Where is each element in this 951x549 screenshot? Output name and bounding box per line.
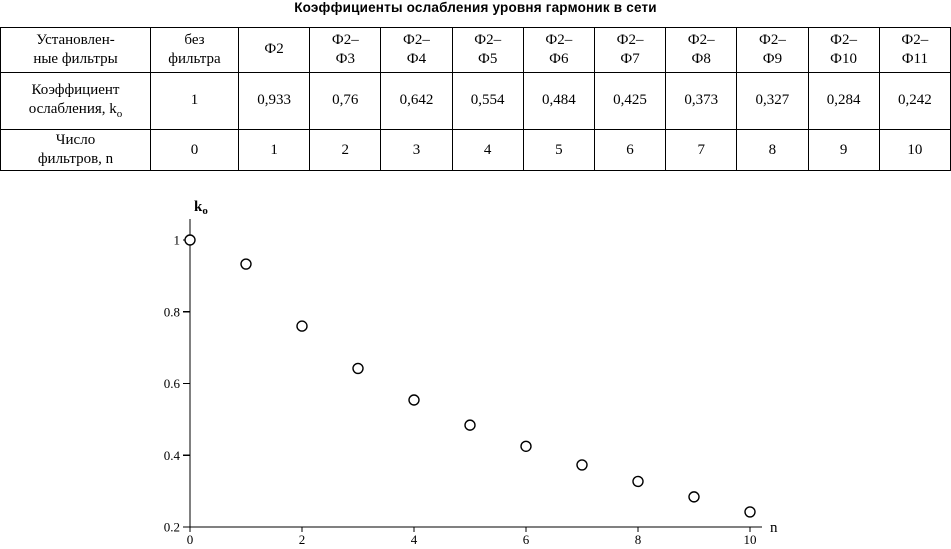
table-cell: 2 (309, 128, 382, 172)
table-cell: 1 (237, 128, 311, 172)
harmonics-table-body: Установлен- ные фильтры без фильтра Ф2 Ф2– … (0, 27, 951, 172)
table-row: Число фильтров, n 0 1 2 3 4 5 6 7 8 9 10 (0, 128, 951, 172)
data-point (576, 459, 588, 471)
table-header-cell: Ф2– Ф9 (736, 27, 809, 73)
data-point (520, 440, 532, 452)
data-point (688, 491, 700, 503)
table-cell: 0 (150, 128, 239, 172)
table-header-cell: Ф2– Ф10 (807, 27, 880, 73)
table-header-cell: Ф2– Ф8 (665, 27, 738, 73)
x-tick-label: 6 (523, 532, 530, 547)
table-header-cell: Ф2– Ф7 (593, 27, 667, 73)
table-cell: 3 (380, 128, 453, 172)
table-cell: 8 (736, 128, 809, 172)
x-tick-label: 10 (744, 532, 757, 547)
y-tick-label: 0.2 (164, 520, 180, 535)
data-point (408, 394, 420, 406)
x-tick-label: 2 (299, 532, 306, 547)
x-tick-label: 8 (635, 532, 642, 547)
table-cell: 0,642 (380, 72, 453, 130)
table-row-label: Коэффициент ослабления, kо (0, 72, 151, 130)
harmonics-table: Установлен- ные фильтры без фильтра Ф2 Ф2– … (0, 27, 951, 172)
table-header-cell: Ф2– Ф11 (878, 27, 951, 73)
table-cell: 0,484 (522, 72, 595, 130)
data-point (184, 234, 196, 246)
y-tick-label: 0.8 (164, 304, 180, 319)
x-tick-label: 0 (187, 532, 194, 547)
row-label-text: Коэффициент ослабления, k (28, 81, 120, 118)
y-axis-title: kо (194, 199, 208, 217)
table-cell: 0,284 (807, 72, 880, 130)
table-cell: 6 (593, 128, 667, 172)
table-corner-header-cell: Установлен- ные фильтры (0, 27, 151, 73)
table-cell: 0,425 (593, 72, 667, 130)
table-cell: 0,554 (451, 72, 524, 130)
y-tick-label: 0.6 (164, 376, 181, 391)
table-header-cell: Ф2– Ф4 (380, 27, 453, 73)
table-header-cell: Ф2– Ф6 (522, 27, 595, 73)
table-row-label: Число фильтров, n (0, 128, 151, 172)
y-tick-label: 0.4 (164, 448, 181, 463)
document-title: Коэффициенты ослабления уровня гармоник … (294, 0, 657, 15)
table-header-cell: Ф2– Ф3 (309, 27, 382, 73)
table-cell: 0,76 (309, 72, 382, 130)
table-cell: 0,373 (665, 72, 738, 130)
table-header-cell: Ф2 (237, 27, 311, 73)
table-cell: 5 (522, 128, 595, 172)
y-tick-label: 1 (174, 233, 181, 248)
data-point (744, 506, 756, 518)
data-point (632, 475, 644, 488)
data-point (464, 419, 476, 431)
x-tick-label: 4 (411, 532, 418, 547)
table-header-cell: Ф2– Ф5 (451, 27, 524, 73)
x-axis-title: n (770, 520, 778, 536)
data-point (240, 258, 252, 270)
table-cell: 0,327 (736, 72, 809, 130)
table-cell: 0,933 (237, 72, 311, 130)
row-label-subscript: о (116, 108, 123, 121)
data-point (352, 362, 364, 375)
table-header-cell: без фильтра (150, 27, 239, 73)
table-cell: 1 (150, 72, 239, 130)
y-axis-title-subscript: о (202, 205, 208, 217)
table-cell: 0,242 (878, 72, 951, 130)
table-cell: 10 (878, 128, 951, 172)
table-cell: 4 (451, 128, 524, 172)
table-cell: 7 (665, 128, 738, 172)
data-point (296, 320, 308, 332)
table-row: Коэффициент ослабления, kо 1 0,933 0,76 0,64… (0, 72, 951, 130)
row-label-text: Число фильтров, n (37, 132, 114, 168)
table-header-row: Установлен- ные фильтры без фильтра Ф2 Ф2– … (0, 27, 951, 73)
table-cell: 9 (807, 128, 880, 172)
